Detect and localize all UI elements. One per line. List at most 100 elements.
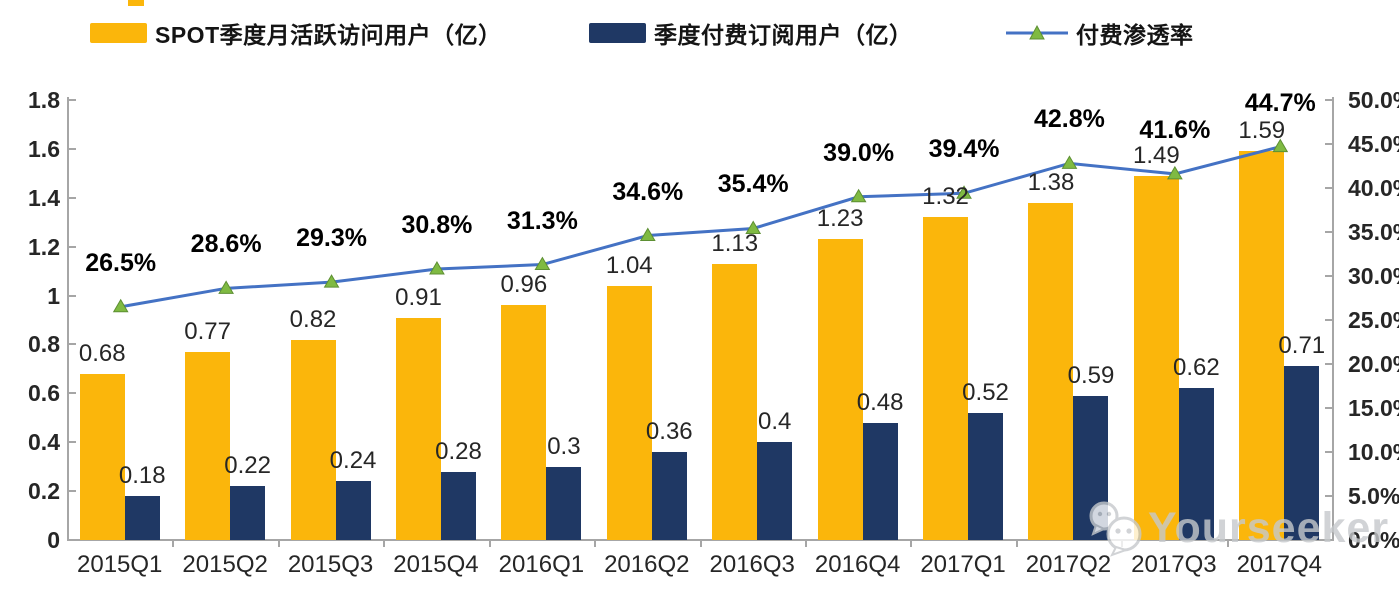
subscribers-bar xyxy=(335,481,371,540)
y-axis-label-left: 1.6 xyxy=(28,135,60,162)
y-axis-label-right: 25.0% xyxy=(1348,307,1399,333)
y-axis-label-right: 15.0% xyxy=(1348,395,1399,421)
subscribers-bar-label: 0.24 xyxy=(329,447,377,475)
mau-bar-label: 0.82 xyxy=(289,305,337,333)
subscribers-bar xyxy=(1178,388,1214,540)
right-axis-tick xyxy=(1325,539,1333,541)
x-axis-tick xyxy=(1121,540,1124,547)
right-axis-tick xyxy=(1325,495,1333,497)
x-axis-label: 2017Q3 xyxy=(1131,551,1217,578)
line-marker-triangle xyxy=(323,274,340,288)
mau-legend-swatch xyxy=(90,23,147,43)
mau-bar-label: 1.49 xyxy=(1133,141,1180,169)
y-axis-label-right: 50.0% xyxy=(1348,87,1399,113)
penetration-line xyxy=(120,145,1281,309)
x-axis-label: 2017Q4 xyxy=(1236,551,1322,578)
line-marker-triangle xyxy=(1061,155,1078,169)
subscribers-bar-label: 0.28 xyxy=(435,437,482,465)
y-axis-label-left: 1.4 xyxy=(28,184,60,211)
y-axis-label-right: 30.0% xyxy=(1348,263,1399,289)
y-axis-label-right: 10.0% xyxy=(1348,439,1399,465)
y-axis-label-left: 0.6 xyxy=(28,380,60,407)
mau-bar xyxy=(79,373,125,540)
subscribers-bar-label: 0.3 xyxy=(547,432,581,460)
subscribers-bar xyxy=(124,496,160,540)
subscribers-bar-label: 0.36 xyxy=(645,418,693,445)
mau-bar xyxy=(1133,175,1179,540)
right-axis-tick xyxy=(1325,187,1333,189)
y-axis-label-right: 35.0% xyxy=(1348,219,1399,245)
line-marker-triangle xyxy=(956,185,972,199)
line-marker-triangle xyxy=(850,188,867,203)
top-edge-artifact xyxy=(128,0,144,6)
left-axis-tick xyxy=(68,245,76,248)
mau-bar-label: 0.77 xyxy=(184,317,231,345)
mau-bar-label: 1.13 xyxy=(711,229,759,257)
subscribers-bar-label: 0.71 xyxy=(1278,332,1326,360)
line-marker-triangle xyxy=(1272,138,1289,153)
x-axis-label: 2017Q2 xyxy=(1025,551,1112,578)
mau-bar xyxy=(395,317,441,540)
penetration-label: 35.4% xyxy=(717,170,789,199)
right-axis-tick xyxy=(1325,407,1333,409)
x-axis-label: 2015Q1 xyxy=(77,551,163,578)
subscribers-bar-label: 0.22 xyxy=(224,452,271,480)
y-axis-label-left: 1 xyxy=(47,282,60,309)
left-axis-tick xyxy=(68,147,76,150)
y-axis-label-left: 0.4 xyxy=(28,429,60,456)
subscribers-bar-label: 0.18 xyxy=(118,462,166,489)
subscribers-bar xyxy=(1284,366,1320,540)
right-axis-tick xyxy=(1325,363,1333,365)
mau-legend-label: SPOT季度月活跃访问用户（亿） xyxy=(155,22,502,48)
x-axis-label: 2016Q2 xyxy=(604,551,690,578)
mau-bar xyxy=(817,239,863,540)
left-axis-tick xyxy=(68,490,76,493)
penetration-label: 39.0% xyxy=(823,138,895,167)
mau-bar-label: 1.38 xyxy=(1027,168,1075,196)
left-axis-tick xyxy=(68,539,76,541)
left-axis-tick xyxy=(68,294,76,297)
legend-item-mau: SPOT季度月活跃访问用户（亿） xyxy=(90,18,502,48)
right-axis-tick xyxy=(1325,319,1333,321)
subscribers-bar-label: 0.59 xyxy=(1067,361,1115,389)
subscribers-bar-label: 0.4 xyxy=(758,408,792,436)
y-axis-label-left: 1.8 xyxy=(28,87,60,113)
subscribers-bar xyxy=(546,466,582,540)
mau-bar xyxy=(712,263,758,540)
subscribers-bar xyxy=(651,452,687,540)
y-axis-label-left: 0.8 xyxy=(28,331,60,358)
x-axis-label: 2015Q3 xyxy=(287,551,374,578)
line-marker-legend-swatch xyxy=(1006,24,1068,40)
x-axis-label: 2017Q1 xyxy=(920,551,1006,578)
subscribers-legend-swatch xyxy=(589,23,646,43)
penetration-label: 29.3% xyxy=(296,224,367,253)
x-axis-tick xyxy=(383,540,386,547)
subscribers-bar xyxy=(757,442,793,540)
subscribers-bar xyxy=(968,412,1004,540)
left-axis-tick xyxy=(68,99,76,101)
right-axis-tick xyxy=(1325,99,1333,101)
penetration-line-svg xyxy=(112,138,1289,313)
right-axis-tick xyxy=(1325,231,1333,233)
y-axis-line-left xyxy=(67,97,69,541)
x-axis-label: 2016Q1 xyxy=(498,551,585,578)
left-axis-tick xyxy=(68,392,76,395)
x-axis-label: 2015Q2 xyxy=(182,551,268,578)
left-axis-tick xyxy=(68,196,76,199)
penetration-label: 39.4% xyxy=(928,135,1000,164)
subscribers-bar-label: 0.62 xyxy=(1173,354,1220,382)
subscribers-bar-label: 0.48 xyxy=(856,388,904,416)
penetration-label: 28.6% xyxy=(190,230,262,259)
mau-bar xyxy=(290,339,336,540)
penetration-label: 30.8% xyxy=(401,210,473,239)
y-axis-label-right: 40.0% xyxy=(1348,175,1399,201)
mau-bar-label: 1.23 xyxy=(816,205,864,233)
legend-item-penetration: 付费渗透率 xyxy=(1006,18,1194,48)
x-axis-tick xyxy=(277,540,280,547)
line-marker-triangle xyxy=(218,280,234,294)
mau-bar xyxy=(185,351,231,540)
penetration-label: 26.5% xyxy=(85,248,157,277)
penetration-label: 42.8% xyxy=(1034,105,1105,134)
y-axis-label-right: 45.0% xyxy=(1348,131,1399,157)
mau-bar-label: 1.32 xyxy=(922,183,969,211)
